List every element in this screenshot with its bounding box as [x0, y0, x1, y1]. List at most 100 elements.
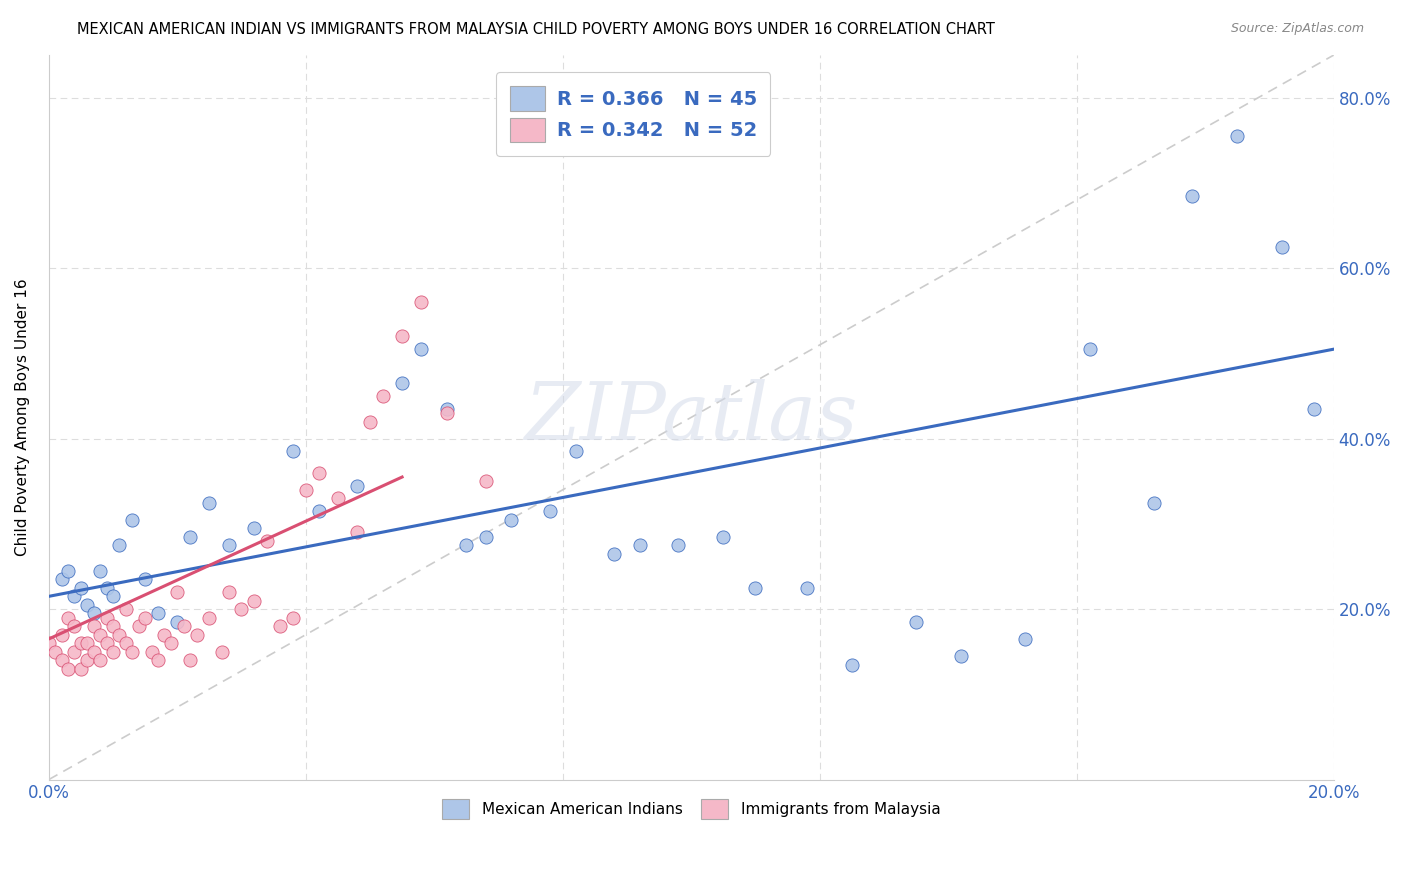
Point [108, 538, 131, 552]
Point [905, 615, 928, 629]
Text: ZIPatlas: ZIPatlas [524, 378, 858, 456]
Point [1271, 240, 1294, 254]
Point [96, 581, 118, 595]
Point [115, 602, 138, 616]
Point [173, 619, 195, 633]
Point [146, 653, 169, 667]
Point [211, 645, 233, 659]
Point [308, 504, 330, 518]
Point [51, 653, 73, 667]
Point [146, 607, 169, 621]
Point [1143, 495, 1166, 509]
Legend: Mexican American Indians, Immigrants from Malaysia: Mexican American Indians, Immigrants fro… [434, 791, 948, 826]
Point [89, 653, 111, 667]
Point [51, 628, 73, 642]
Point [1078, 342, 1101, 356]
Y-axis label: Child Poverty Among Boys Under 16: Child Poverty Among Boys Under 16 [15, 278, 30, 557]
Point [108, 628, 131, 642]
Point [218, 538, 240, 552]
Point [179, 530, 201, 544]
Point [89, 564, 111, 578]
Point [56, 610, 79, 624]
Point [346, 525, 368, 540]
Point [76, 653, 98, 667]
Point [666, 538, 689, 552]
Point [70, 662, 93, 676]
Point [391, 329, 413, 343]
Point [1303, 401, 1326, 416]
Point [83, 607, 105, 621]
Point [950, 648, 973, 663]
Point [456, 538, 478, 552]
Point [121, 513, 143, 527]
Point [1181, 188, 1204, 202]
Text: Source: ZipAtlas.com: Source: ZipAtlas.com [1230, 22, 1364, 36]
Point [44, 645, 66, 659]
Point [83, 619, 105, 633]
Point [281, 444, 304, 458]
Point [474, 530, 496, 544]
Point [101, 619, 124, 633]
Point [564, 444, 586, 458]
Point [294, 483, 316, 497]
Point [83, 645, 105, 659]
Point [243, 593, 266, 607]
Point [56, 662, 79, 676]
Point [76, 598, 98, 612]
Point [159, 636, 181, 650]
Point [101, 645, 124, 659]
Point [198, 610, 221, 624]
Point [411, 295, 433, 310]
Point [359, 415, 381, 429]
Point [346, 478, 368, 492]
Point [56, 564, 79, 578]
Point [70, 636, 93, 650]
Point [101, 590, 124, 604]
Point [436, 406, 458, 420]
Point [179, 653, 201, 667]
Point [308, 466, 330, 480]
Point [96, 636, 118, 650]
Point [115, 636, 138, 650]
Point [326, 491, 349, 506]
Point [70, 581, 93, 595]
Point [186, 628, 208, 642]
Point [134, 572, 156, 586]
Point [744, 581, 766, 595]
Point [121, 645, 143, 659]
Point [256, 533, 278, 548]
Point [243, 521, 266, 535]
Point [166, 585, 188, 599]
Point [1014, 632, 1036, 646]
Point [51, 572, 73, 586]
Point [281, 610, 304, 624]
Point [1226, 129, 1249, 144]
Point [134, 610, 156, 624]
Point [711, 530, 734, 544]
Point [128, 619, 150, 633]
Point [796, 581, 818, 595]
Point [63, 645, 86, 659]
Point [436, 401, 458, 416]
Point [141, 645, 163, 659]
Point [628, 538, 651, 552]
Point [391, 376, 413, 391]
Point [538, 504, 561, 518]
Point [371, 389, 394, 403]
Point [269, 619, 291, 633]
Point [153, 628, 176, 642]
Point [63, 590, 86, 604]
Point [218, 585, 240, 599]
Point [603, 547, 626, 561]
Point [841, 657, 863, 672]
Point [198, 495, 221, 509]
Point [63, 619, 86, 633]
Point [76, 636, 98, 650]
Point [474, 475, 496, 489]
Point [501, 513, 523, 527]
Point [38, 636, 60, 650]
Point [411, 342, 433, 356]
Point [231, 602, 253, 616]
Point [89, 628, 111, 642]
Text: MEXICAN AMERICAN INDIAN VS IMMIGRANTS FROM MALAYSIA CHILD POVERTY AMONG BOYS UND: MEXICAN AMERICAN INDIAN VS IMMIGRANTS FR… [77, 22, 995, 37]
